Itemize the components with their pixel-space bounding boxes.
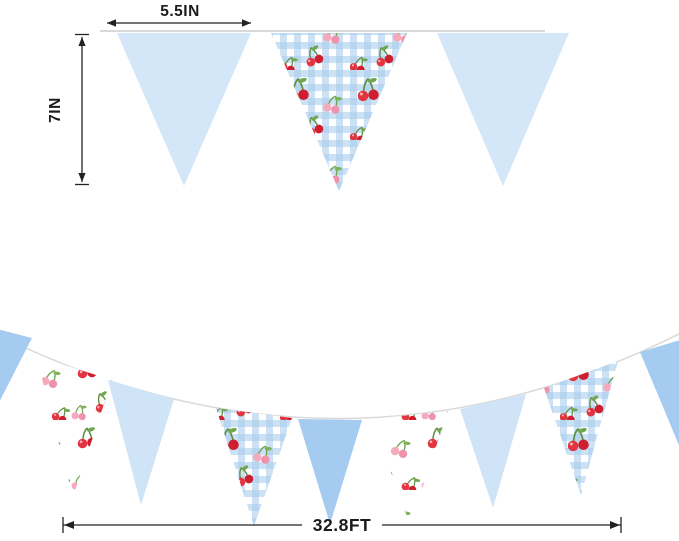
- arrow-down-icon: [78, 173, 86, 182]
- flag-width-dimension: 5.5IN: [107, 3, 251, 27]
- top-banner: [100, 30, 569, 191]
- pennant-flag-cherry-gingham: [271, 33, 407, 191]
- pennant-flag-solid-blue: [117, 33, 251, 186]
- flag-height-dimension: 7IN: [47, 33, 89, 186]
- pennant-flag-cherry-gingham: [216, 408, 292, 526]
- pennant-flag-solid-blue: [0, 329, 32, 401]
- flag-height-label: 7IN: [47, 97, 64, 123]
- pennant-flag-solid-blue: [108, 380, 174, 505]
- pennant-flag-solid-blue: [298, 419, 362, 524]
- arrow-right-icon: [242, 19, 251, 27]
- arrow-right-icon: [610, 521, 620, 529]
- pennant-flag-cherry-gingham: [544, 361, 618, 495]
- pennant-flag-cherry-white: [372, 411, 448, 525]
- arrow-left-icon: [64, 521, 74, 529]
- pennant-flag-solid-blue: [437, 33, 569, 186]
- banner-length-label: 32.8FT: [313, 515, 371, 535]
- pennant-flag-solid-blue: [640, 340, 679, 446]
- arrow-left-icon: [107, 19, 116, 27]
- banner-length-dimension: 32.8FT: [62, 515, 622, 535]
- flag-width-label: 5.5IN: [160, 3, 200, 20]
- bottom-banner: [0, 329, 679, 526]
- arrow-up-icon: [78, 37, 86, 46]
- pennant-flag-cherry-white: [36, 356, 112, 497]
- pennant-flag-solid-blue: [460, 394, 526, 508]
